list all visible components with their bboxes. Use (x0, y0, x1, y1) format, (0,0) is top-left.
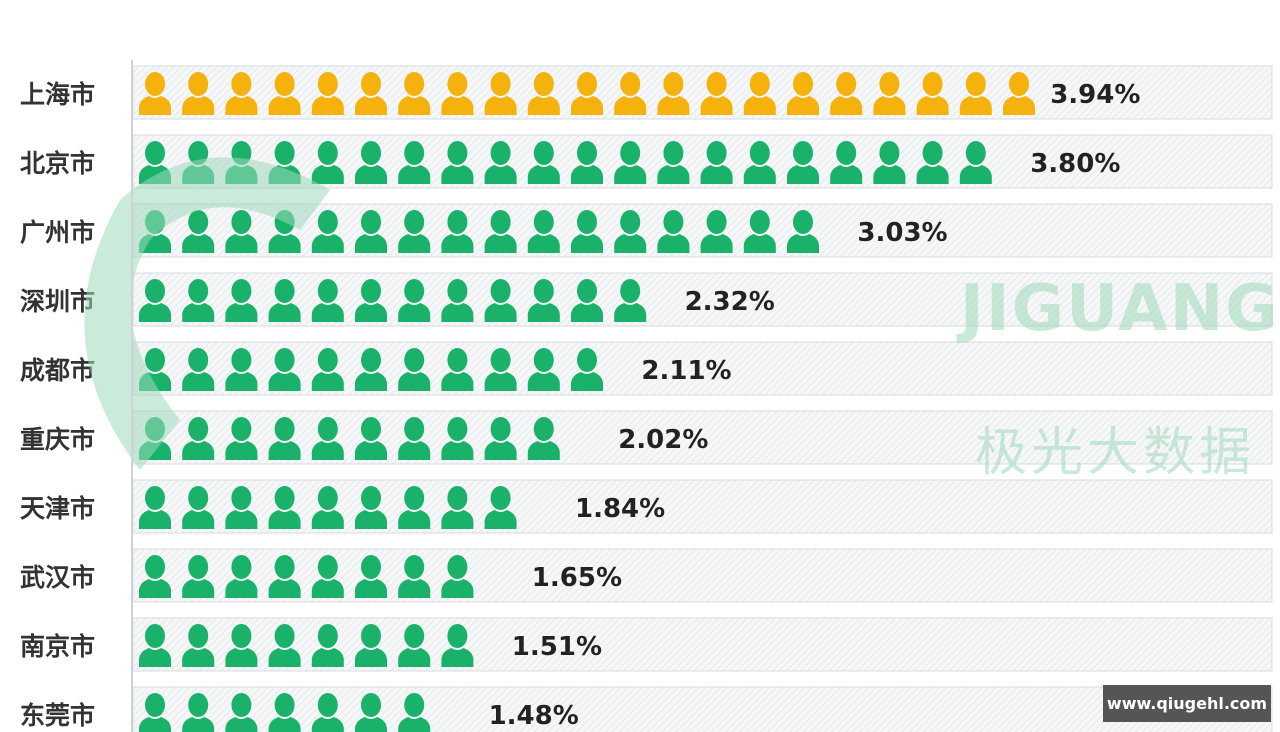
value-label: 2.32% (685, 287, 775, 317)
category-label: 北京市 (20, 149, 95, 178)
category-label: 重庆市 (20, 425, 95, 454)
chart-row: 上海市 3.94% (20, 65, 1273, 120)
chart-row: 重庆市 2.02% (20, 410, 1273, 465)
site-badge: www.qiugehl.com (1103, 685, 1271, 722)
chart-row: 武汉市 1.65% (20, 548, 1273, 603)
chart-row: 成都市 2.11% (20, 341, 1273, 396)
category-label: 武汉市 (20, 563, 95, 592)
value-label: 3.03% (857, 218, 947, 248)
value-label: 1.48% (489, 701, 579, 731)
value-label: 3.94% (1050, 80, 1140, 110)
value-label: 1.84% (575, 494, 665, 524)
row-background (132, 686, 1273, 732)
category-label: 南京市 (20, 632, 95, 661)
chart-row: 深圳市 2.32% (20, 272, 1273, 327)
chart-row: 广州市 3.03% (20, 203, 1273, 258)
category-label: 东莞市 (20, 701, 95, 730)
value-label: 1.65% (532, 563, 622, 593)
category-label: 成都市 (20, 356, 95, 385)
category-label: 深圳市 (20, 287, 95, 316)
watermark-subtext: 极光大数据 (975, 423, 1255, 483)
value-label: 2.02% (618, 425, 708, 455)
chart-row: 东莞市 1.48% (20, 686, 1273, 732)
row-background (132, 617, 1273, 672)
chart-row: 天津市 1.84% (20, 479, 1273, 534)
chart-row: 南京市 1.51% (20, 617, 1273, 672)
category-label: 天津市 (20, 494, 95, 523)
chart-row: 北京市 3.80% (20, 134, 1273, 189)
category-label: 广州市 (20, 218, 95, 247)
value-label: 2.11% (641, 356, 731, 386)
watermark-text: JIGUANG (956, 272, 1280, 346)
category-label: 上海市 (20, 80, 95, 109)
row-background (132, 479, 1273, 534)
watermark: JIGUANG 极光大数据 (84, 157, 1280, 483)
value-label: 3.80% (1030, 149, 1120, 179)
row-background (132, 548, 1273, 603)
value-label: 1.51% (512, 632, 602, 662)
watermark-logo (84, 157, 330, 470)
